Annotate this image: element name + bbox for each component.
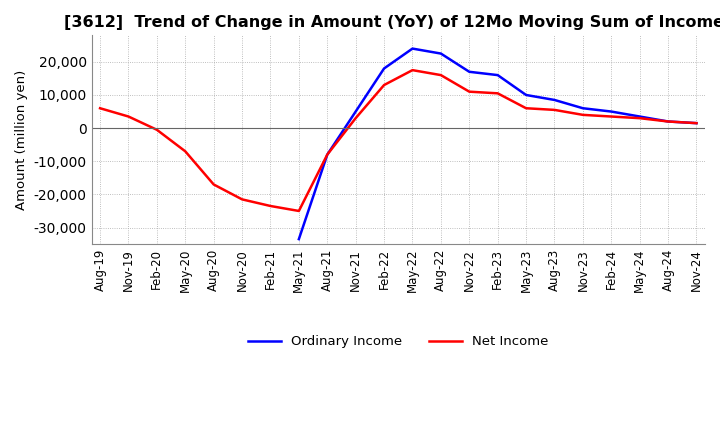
Net Income	[664, 119, 672, 124]
Net Income	[210, 182, 218, 187]
Net Income	[96, 106, 104, 111]
Ordinary Income	[579, 106, 588, 111]
Net Income	[379, 82, 388, 88]
Ordinary Income	[436, 51, 445, 56]
Ordinary Income	[522, 92, 531, 98]
Ordinary Income	[635, 114, 644, 119]
Ordinary Income	[351, 109, 360, 114]
Net Income	[493, 91, 502, 96]
Net Income	[153, 127, 161, 132]
Net Income	[408, 67, 417, 73]
Net Income	[294, 208, 303, 213]
Line: Ordinary Income: Ordinary Income	[299, 48, 696, 239]
Ordinary Income	[692, 121, 701, 126]
Legend: Ordinary Income, Net Income: Ordinary Income, Net Income	[243, 330, 554, 354]
Net Income	[436, 73, 445, 78]
Ordinary Income	[379, 66, 388, 71]
Ordinary Income	[607, 109, 616, 114]
Ordinary Income	[493, 73, 502, 78]
Net Income	[635, 116, 644, 121]
Ordinary Income	[550, 97, 559, 103]
Net Income	[351, 116, 360, 121]
Y-axis label: Amount (million yen): Amount (million yen)	[15, 70, 28, 210]
Line: Net Income: Net Income	[100, 70, 696, 211]
Ordinary Income	[465, 69, 474, 74]
Net Income	[692, 121, 701, 126]
Net Income	[124, 114, 132, 119]
Net Income	[579, 112, 588, 117]
Ordinary Income	[294, 236, 303, 242]
Net Income	[465, 89, 474, 94]
Net Income	[522, 106, 531, 111]
Ordinary Income	[323, 152, 332, 157]
Net Income	[238, 197, 246, 202]
Net Income	[266, 203, 275, 209]
Net Income	[607, 114, 616, 119]
Title: [3612]  Trend of Change in Amount (YoY) of 12Mo Moving Sum of Incomes: [3612] Trend of Change in Amount (YoY) o…	[63, 15, 720, 30]
Net Income	[323, 152, 332, 157]
Ordinary Income	[408, 46, 417, 51]
Net Income	[181, 149, 189, 154]
Ordinary Income	[664, 119, 672, 124]
Net Income	[550, 107, 559, 113]
